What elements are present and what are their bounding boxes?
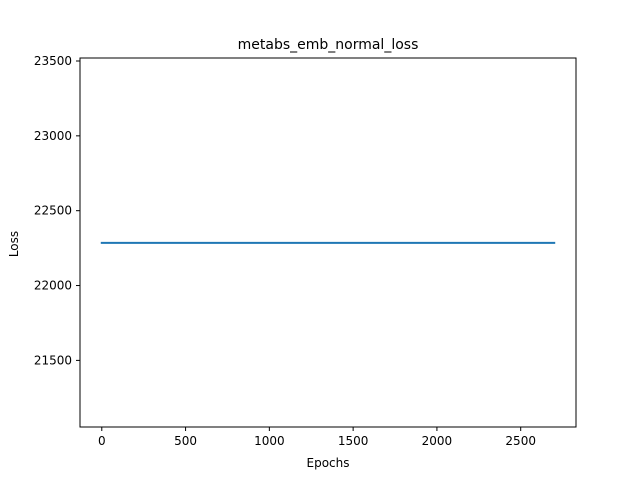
y-tick-label-23500: 23500 bbox=[34, 54, 72, 68]
x-tick-label-500: 500 bbox=[174, 434, 197, 448]
y-tick-label-22000: 22000 bbox=[34, 279, 72, 293]
x-tick-label-1000: 1000 bbox=[254, 434, 285, 448]
chart-title: metabs_emb_normal_loss bbox=[238, 37, 419, 53]
x-tick-label-1500: 1500 bbox=[338, 434, 369, 448]
y-tick-label-22500: 22500 bbox=[34, 204, 72, 218]
y-tick-label-21500: 21500 bbox=[34, 353, 72, 367]
plot-area: 0 500 1000 1500 2000 2500 21500 22000 22500 23000… bbox=[34, 54, 577, 448]
x-axis-label: Epochs bbox=[307, 456, 350, 470]
x-tick-label-0: 0 bbox=[98, 434, 106, 448]
y-axis-label: Loss bbox=[7, 231, 21, 257]
x-tick-label-2000: 2000 bbox=[422, 434, 453, 448]
x-tick-label-2500: 2500 bbox=[505, 434, 536, 448]
y-tick-label-23000: 23000 bbox=[34, 129, 72, 143]
plot-frame bbox=[79, 57, 577, 428]
